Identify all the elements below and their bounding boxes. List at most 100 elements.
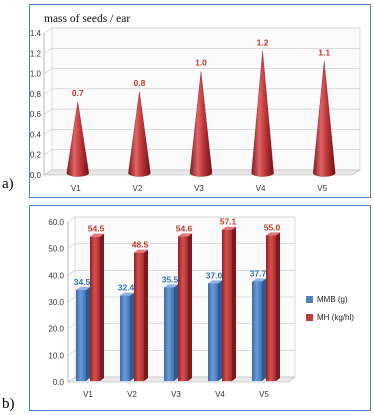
column-top bbox=[266, 232, 280, 236]
column-side bbox=[276, 232, 280, 381]
gridline-diag bbox=[43, 88, 53, 95]
x-tick-label: V5 bbox=[259, 390, 269, 399]
cone-bar bbox=[251, 51, 274, 177]
y-tick-label: 60.0 bbox=[48, 218, 64, 227]
column-side bbox=[262, 278, 266, 381]
column-side bbox=[218, 280, 222, 381]
y-tick-label: 1.4 bbox=[30, 29, 42, 38]
column-top bbox=[178, 233, 192, 237]
legend-swatch-mh bbox=[306, 314, 313, 321]
x-tick-label: V1 bbox=[71, 184, 81, 193]
panel-label-b: b) bbox=[2, 396, 15, 412]
y-tick-label: 0.0 bbox=[53, 378, 65, 387]
data-label: 37.7 bbox=[250, 268, 267, 278]
data-label: 54.5 bbox=[88, 224, 105, 234]
y-tick-label: 0.8 bbox=[30, 90, 42, 99]
column-side bbox=[100, 233, 104, 381]
y-tick-label: 30.0 bbox=[48, 298, 64, 307]
data-label: 34.5 bbox=[74, 277, 91, 287]
cone-bar bbox=[189, 71, 213, 177]
column-top bbox=[252, 278, 266, 282]
cone-bar bbox=[312, 61, 336, 177]
x-tick-label: V5 bbox=[317, 184, 327, 193]
data-label: 0.7 bbox=[72, 88, 84, 98]
gridline-diag bbox=[67, 270, 76, 276]
y-tick-label: 50.0 bbox=[48, 245, 64, 254]
y-tick-label: 1.0 bbox=[30, 70, 42, 79]
x-tick-label: V4 bbox=[215, 390, 225, 399]
gridline-diag bbox=[67, 376, 76, 383]
legend-label-mh: MH (kg/hl) bbox=[317, 313, 354, 322]
column-top bbox=[76, 287, 90, 290]
cone-bar bbox=[66, 101, 90, 177]
x-tick-label: V3 bbox=[194, 184, 204, 193]
seed-mass-chart-svg: mass of seeds / ear 0.0 0.2 0.4 0.6 0.8 1.0 1.2… bbox=[30, 13, 362, 193]
data-label: 1.1 bbox=[318, 47, 330, 57]
y-tick-label: 0.2 bbox=[30, 151, 42, 160]
column-top bbox=[134, 249, 148, 253]
mh-bar bbox=[134, 252, 144, 381]
gridline-diag bbox=[67, 323, 76, 329]
mmb-bar bbox=[120, 295, 130, 381]
x-tick-label: V3 bbox=[171, 390, 181, 399]
data-label: 1.0 bbox=[195, 58, 207, 68]
legend-swatch-mmb bbox=[306, 296, 313, 303]
legend-label-mmb: MMB (g) bbox=[317, 295, 348, 304]
y-tick-label: 0.0 bbox=[30, 171, 42, 180]
gridline-diag bbox=[43, 108, 53, 115]
column-top bbox=[222, 226, 236, 230]
mmb-mh-chart-svg: 0.0 10.0 20.0 30.0 40.0 50.0 60.0 34.5 54.5 V1 32.… bbox=[48, 216, 354, 399]
column-top bbox=[90, 233, 104, 237]
data-label: 0.8 bbox=[133, 78, 145, 88]
mmb-bar bbox=[164, 287, 174, 381]
y-tick-label: 1.2 bbox=[30, 49, 42, 58]
gridline-diag bbox=[43, 48, 53, 54]
mh-bar bbox=[222, 229, 232, 381]
gridline-diag bbox=[43, 129, 53, 135]
mmb-bar bbox=[252, 281, 262, 381]
cone-bar bbox=[128, 91, 151, 177]
mmb-bar bbox=[208, 283, 218, 381]
gridline-diag bbox=[67, 296, 76, 303]
column-side bbox=[188, 233, 192, 381]
data-label: 48.5 bbox=[132, 240, 149, 250]
mmb-mh-chart: 0.0 10.0 20.0 30.0 40.0 50.0 60.0 34.5 54.5 V1 32.… bbox=[29, 205, 371, 411]
gridline-diag bbox=[67, 216, 76, 223]
column-side bbox=[144, 249, 148, 381]
x-tick-label: V1 bbox=[83, 390, 93, 399]
y-tick-label: 20.0 bbox=[48, 325, 64, 334]
column-side bbox=[130, 292, 134, 381]
column-side bbox=[232, 226, 236, 381]
y-tick-label: 0.4 bbox=[30, 130, 42, 139]
x-tick-label: V2 bbox=[127, 390, 137, 399]
seed-mass-chart: mass of seeds / ear 0.0 0.2 0.4 0.6 0.8 1.0 1.2… bbox=[29, 4, 371, 198]
y-tick-label: 0.6 bbox=[30, 110, 42, 119]
mh-bar bbox=[178, 236, 188, 381]
data-label: 57.1 bbox=[220, 217, 237, 227]
y-tick-label: 10.0 bbox=[48, 351, 64, 360]
data-label: 1.2 bbox=[257, 37, 269, 47]
mmb-bar bbox=[76, 290, 86, 381]
mh-bar bbox=[90, 236, 100, 381]
data-label: 54.6 bbox=[176, 223, 193, 233]
chart-title: mass of seeds / ear bbox=[44, 13, 130, 25]
column-side bbox=[86, 287, 90, 381]
gridline-diag bbox=[43, 149, 53, 155]
gridline-diag bbox=[67, 243, 76, 249]
x-tick-label: V4 bbox=[256, 184, 266, 193]
data-label: 32.4 bbox=[118, 283, 135, 293]
data-label: 55.0 bbox=[264, 222, 281, 232]
mh-bar bbox=[266, 235, 276, 381]
gridline-diag bbox=[43, 68, 53, 74]
data-label: 37.0 bbox=[206, 270, 223, 280]
y-tick-label: 40.0 bbox=[48, 271, 64, 280]
column-top bbox=[120, 292, 134, 296]
panel-label-a: a) bbox=[2, 176, 14, 192]
column-top bbox=[208, 280, 222, 284]
x-tick-label: V2 bbox=[133, 184, 143, 193]
data-label: 35.5 bbox=[162, 274, 179, 284]
column-side bbox=[174, 284, 178, 381]
gridline-diag bbox=[43, 27, 53, 34]
column-top bbox=[164, 284, 178, 288]
gridline-diag bbox=[67, 350, 76, 356]
